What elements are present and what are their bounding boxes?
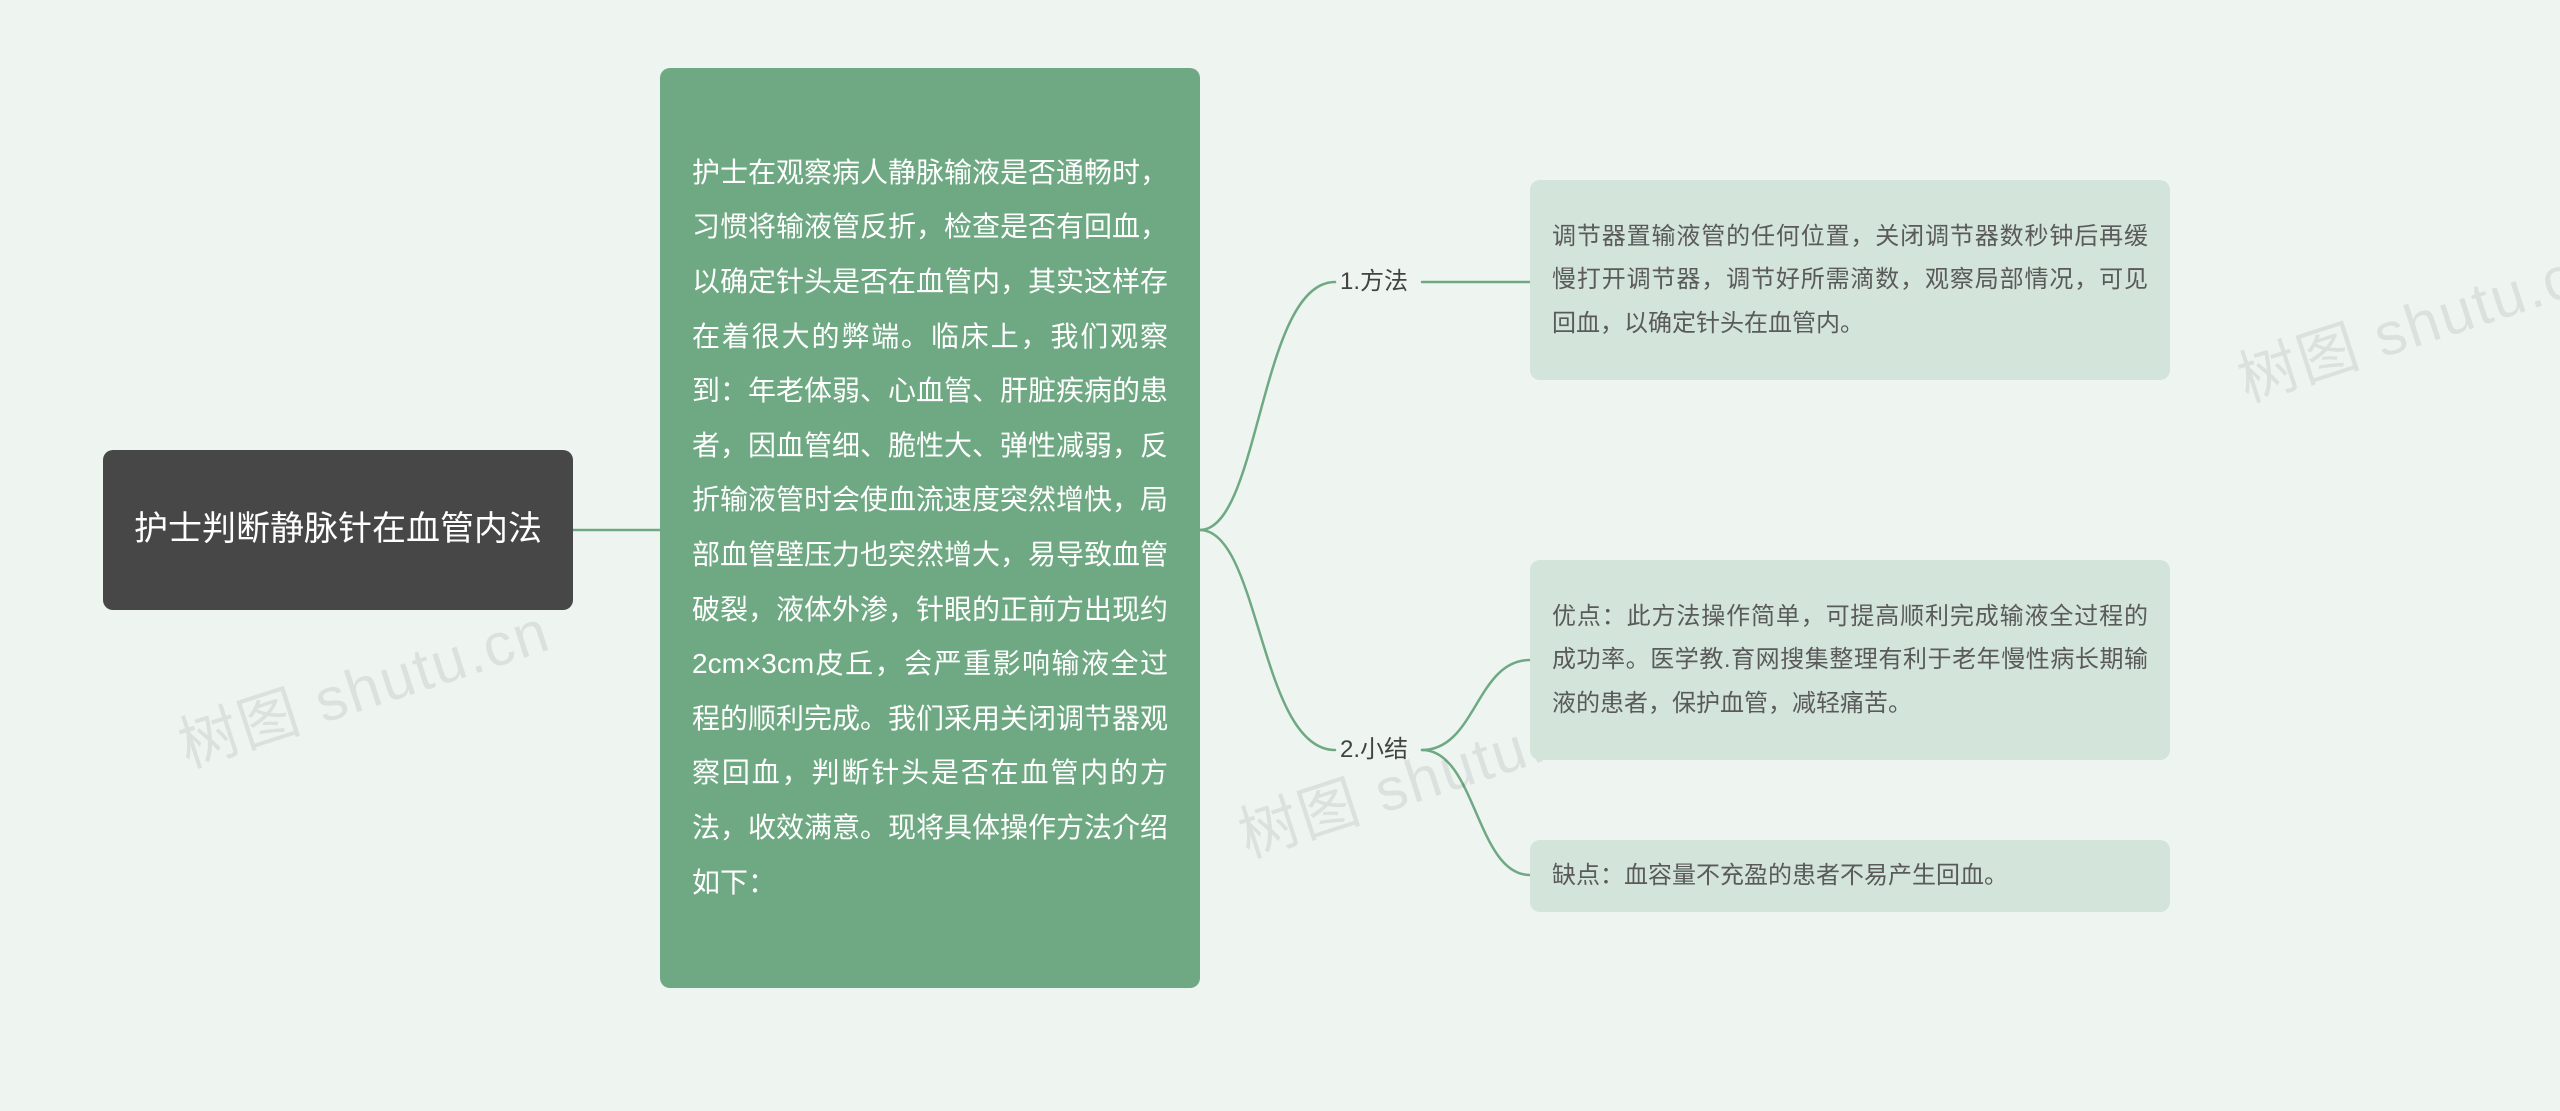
- branch-method[interactable]: 1.方法: [1338, 262, 1420, 302]
- leaf-method-text: 调节器置输液管的任何位置，关闭调节器数秒钟后再缓慢打开调节器，调节好所需滴数，观…: [1552, 215, 2148, 345]
- branch-summary[interactable]: 2.小结: [1338, 730, 1420, 770]
- leaf-pros-text: 优点：此方法操作简单，可提高顺利完成输液全过程的成功率。医学教.育网搜集整理有利…: [1552, 595, 2148, 725]
- branch-method-label: 1.方法: [1340, 262, 1408, 303]
- leaf-cons-text: 缺点：血容量不充盈的患者不易产生回血。: [1552, 854, 2008, 897]
- intro-text: 护士在观察病人静脉输液是否通畅时，习惯将输液管反折，检查是否有回血，以确定针头是…: [692, 146, 1168, 910]
- mindmap-canvas: 树图 shutu.cn 树图 shutu.cn 树图 shutu.c 护士判断静…: [0, 0, 2560, 1111]
- leaf-method[interactable]: 调节器置输液管的任何位置，关闭调节器数秒钟后再缓慢打开调节器，调节好所需滴数，观…: [1530, 180, 2170, 380]
- leaf-pros[interactable]: 优点：此方法操作简单，可提高顺利完成输液全过程的成功率。医学教.育网搜集整理有利…: [1530, 560, 2170, 760]
- intro-node[interactable]: 护士在观察病人静脉输液是否通畅时，习惯将输液管反折，检查是否有回血，以确定针头是…: [660, 68, 1200, 988]
- root-label: 护士判断静脉针在血管内法: [134, 501, 542, 559]
- watermark: 树图 shutu.cn: [166, 583, 560, 785]
- leaf-cons[interactable]: 缺点：血容量不充盈的患者不易产生回血。: [1530, 840, 2170, 912]
- watermark: 树图 shutu.c: [2225, 228, 2560, 419]
- branch-summary-label: 2.小结: [1340, 730, 1408, 771]
- root-node[interactable]: 护士判断静脉针在血管内法: [103, 450, 573, 610]
